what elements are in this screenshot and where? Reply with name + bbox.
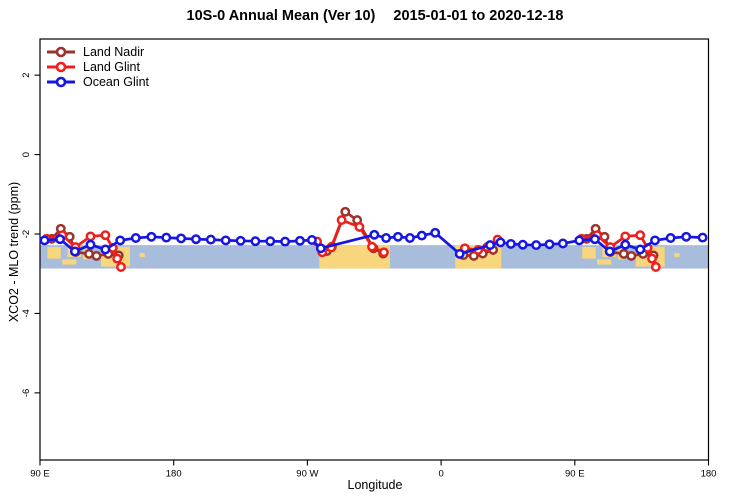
data-point-ocean-glint — [161, 232, 172, 243]
data-point-ocean-glint — [574, 235, 585, 246]
y-tick-label: 0 — [21, 152, 32, 157]
x-axis-title: Longitude — [347, 478, 403, 492]
data-point-ocean-glint — [280, 236, 291, 247]
y-tick-label: -4 — [21, 309, 32, 317]
map-land-shape — [597, 259, 612, 265]
data-point-ocean-glint — [544, 239, 555, 250]
x-tick-label: 90 E — [565, 469, 585, 480]
data-point-ocean-glint — [430, 227, 441, 238]
legend-marker-ocean-glint — [47, 76, 75, 87]
data-point-ocean-glint — [250, 236, 261, 247]
data-point-land-glint — [354, 221, 365, 232]
legend-marker-land-glint — [47, 61, 75, 72]
data-point-ocean-glint — [69, 246, 80, 257]
y-tick-label: -6 — [21, 389, 32, 397]
data-point-ocean-glint — [665, 233, 676, 243]
data-point-ocean-glint — [205, 234, 216, 245]
data-point-land-nadir — [626, 250, 637, 261]
data-point-land-glint — [367, 241, 377, 252]
data-point-ocean-glint — [115, 235, 126, 246]
legend-marker-land-nadir — [47, 46, 75, 57]
data-point-ocean-glint — [369, 229, 380, 240]
data-point-land-glint — [378, 247, 389, 258]
data-point-ocean-glint — [635, 244, 646, 255]
data-point-ocean-glint — [485, 240, 496, 251]
data-point-land-glint — [112, 253, 123, 264]
data-point-ocean-glint — [265, 236, 276, 247]
y-tick-label: -2 — [21, 230, 32, 238]
data-point-land-glint — [85, 231, 96, 242]
data-point-ocean-glint — [620, 239, 631, 250]
data-point-ocean-glint — [454, 248, 465, 259]
chart-title-dates: 2015-01-01 to 2020-12-18 — [393, 8, 564, 24]
data-point-ocean-glint — [495, 237, 506, 248]
data-point-land-glint — [635, 230, 646, 241]
data-point-ocean-glint — [130, 233, 141, 243]
legend-label-land-nadir: Land Nadir — [83, 44, 145, 59]
x-tick-label: 0 — [438, 469, 443, 480]
data-point-ocean-glint — [505, 238, 516, 249]
data-point-ocean-glint — [85, 239, 96, 250]
chart-title: 10S-0 Annual Mean (Ver 10) 2015-01-01 to… — [0, 8, 750, 24]
data-point-ocean-glint — [146, 231, 157, 242]
legend-item-land-glint: Land Glint — [46, 59, 149, 74]
y-axis-title: XCO2 - MLO trend (ppm) — [7, 181, 21, 323]
legend-label-ocean-glint: Ocean Glint — [83, 74, 150, 89]
data-point-land-nadir — [340, 206, 351, 217]
data-point-ocean-glint — [100, 244, 111, 255]
x-tick-label: 180 — [701, 469, 717, 480]
data-point-ocean-glint — [220, 235, 231, 246]
data-point-ocean-glint — [191, 234, 201, 245]
chart-title-main: 10S-0 Annual Mean (Ver 10) — [186, 8, 376, 24]
data-point-ocean-glint — [315, 243, 326, 254]
data-point-ocean-glint — [416, 230, 427, 241]
data-point-land-glint — [336, 215, 347, 226]
data-point-ocean-glint — [604, 246, 615, 257]
legend-item-land-nadir: Land Nadir — [46, 44, 149, 59]
data-point-ocean-glint — [176, 233, 187, 244]
data-point-ocean-glint — [650, 235, 660, 246]
x-tick-label: 180 — [166, 469, 182, 480]
data-point-ocean-glint — [381, 233, 392, 243]
legend-label-land-glint: Land Glint — [83, 59, 140, 74]
data-point-ocean-glint — [39, 235, 50, 246]
legend-item-ocean-glint: Ocean Glint — [46, 74, 149, 89]
data-point-land-glint — [620, 231, 631, 242]
map-land-shape — [139, 253, 145, 258]
data-point-ocean-glint — [531, 240, 542, 251]
data-point-ocean-glint — [517, 239, 528, 250]
data-point-land-glint — [116, 262, 126, 272]
map-land-shape — [62, 259, 77, 265]
data-point-ocean-glint — [697, 232, 708, 243]
data-point-ocean-glint — [557, 238, 568, 249]
legend: Land Nadir Land Glint Ocean Glint — [46, 44, 149, 89]
y-tick-label: 2 — [21, 72, 32, 77]
data-point-ocean-glint — [589, 234, 600, 245]
data-point-ocean-glint — [295, 235, 305, 246]
data-point-land-glint — [100, 230, 111, 241]
data-point-ocean-glint — [681, 231, 692, 242]
data-point-land-glint — [647, 253, 657, 264]
data-point-ocean-glint — [55, 234, 66, 245]
data-point-land-nadir — [91, 250, 102, 261]
x-tick-label: 90 E — [30, 469, 50, 480]
data-point-land-glint — [650, 262, 661, 272]
map-land-shape — [47, 247, 61, 259]
data-point-ocean-glint — [235, 235, 246, 246]
data-point-ocean-glint — [404, 233, 415, 243]
x-tick-label: 90 W — [296, 469, 318, 480]
data-point-ocean-glint — [393, 231, 403, 242]
data-point-ocean-glint — [306, 235, 317, 245]
map-land-shape — [674, 253, 680, 258]
map-land-shape — [582, 247, 596, 259]
plot-border — [39, 38, 710, 461]
